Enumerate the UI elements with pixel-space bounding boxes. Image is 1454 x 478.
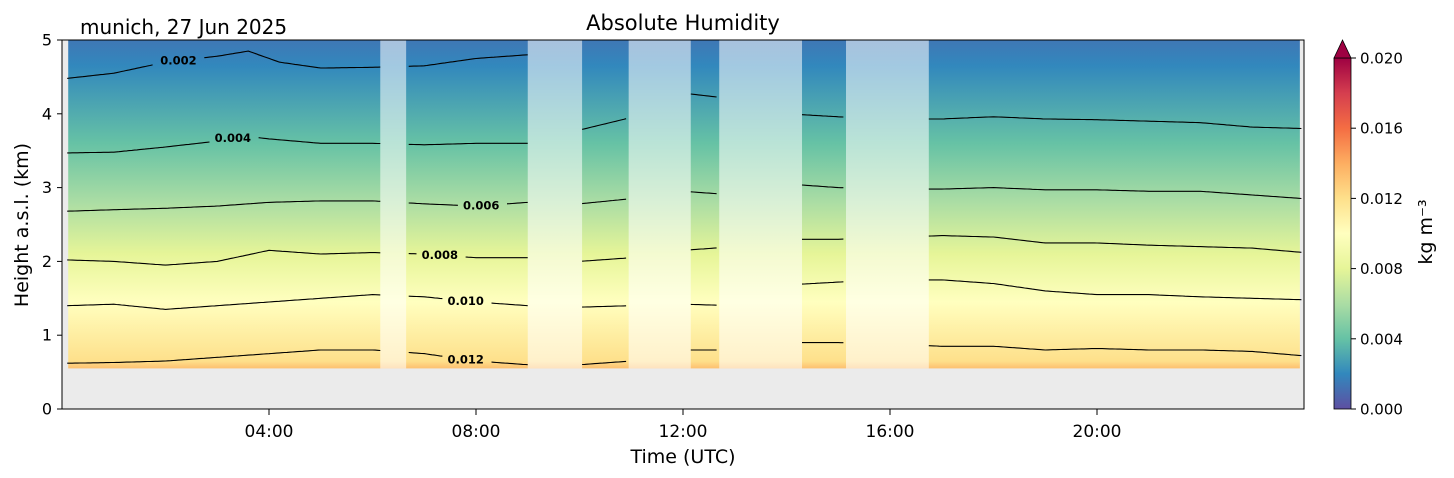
y-tick-label: 5 (42, 31, 52, 50)
y-tick-label: 3 (42, 178, 52, 197)
masked-period (846, 40, 929, 369)
contour-line (67, 235, 1302, 266)
masked-period (527, 40, 583, 369)
colorbar-tick-label: 0.004 (1360, 330, 1403, 348)
colorbar-tick-label: 0.000 (1360, 401, 1403, 419)
y-tick-label: 1 (42, 326, 52, 345)
contour-line (67, 342, 1302, 366)
contour-label: 0.006 (463, 199, 499, 213)
colorbar-tick-label: 0.008 (1360, 260, 1403, 278)
colorbar-extend-arrow (1333, 39, 1352, 59)
colorbar-label: kg m⁻³ (1415, 199, 1437, 264)
x-tick-label: 04:00 (245, 422, 294, 442)
x-tick-label: 16:00 (866, 422, 915, 442)
colorbar: 0.000 0.004 0.008 0.012 0.016 0.020 kg m⁻³ (1333, 39, 1437, 419)
x-tick-label: 12:00 (659, 422, 708, 442)
colorbar-tick-label: 0.020 (1360, 50, 1403, 68)
contour-label: 0.002 (160, 54, 196, 68)
masked-period (380, 40, 407, 369)
colorbar-ticks: 0.000 0.004 0.008 0.012 0.016 0.020 (1351, 50, 1403, 419)
contour-label: 0.004 (215, 131, 251, 145)
y-tick-label: 0 (42, 400, 52, 419)
masked-period (719, 40, 803, 369)
y-tick-label: 4 (42, 104, 52, 123)
contour-line (67, 50, 528, 79)
contour-line (67, 279, 1302, 310)
colorbar-tick-label: 0.016 (1360, 120, 1403, 138)
x-axis: 04:00 08:00 12:00 16:00 20:00 (245, 409, 1122, 442)
contour-lines: 0.002 0.004 0.006 0.008 0.010 0.012 (67, 50, 1302, 367)
contour-label: 0.012 (447, 353, 483, 367)
contour-line (67, 184, 1302, 212)
x-tick-label: 08:00 (452, 422, 501, 442)
x-tick-label: 20:00 (1073, 422, 1122, 442)
plot-area: 0.002 0.004 0.006 0.008 0.010 0.012 (61, 39, 1305, 410)
y-axis: 0 1 2 3 4 5 (42, 31, 62, 419)
x-axis-label: Time (UTC) (629, 446, 735, 468)
masked-period (628, 40, 691, 369)
location-date-label: munich, 27 Jun 2025 (80, 15, 287, 39)
colorbar-tick-label: 0.012 (1360, 190, 1403, 208)
chart-title: Absolute Humidity (586, 11, 780, 35)
contour-line (67, 93, 1302, 154)
colorbar-gradient (1333, 57, 1352, 410)
contour-label: 0.010 (447, 294, 483, 308)
y-tick-label: 2 (42, 252, 52, 271)
y-axis-label: Height a.s.l. (km) (11, 143, 33, 307)
contour-label: 0.008 (422, 248, 458, 262)
masked-periods (380, 40, 929, 369)
